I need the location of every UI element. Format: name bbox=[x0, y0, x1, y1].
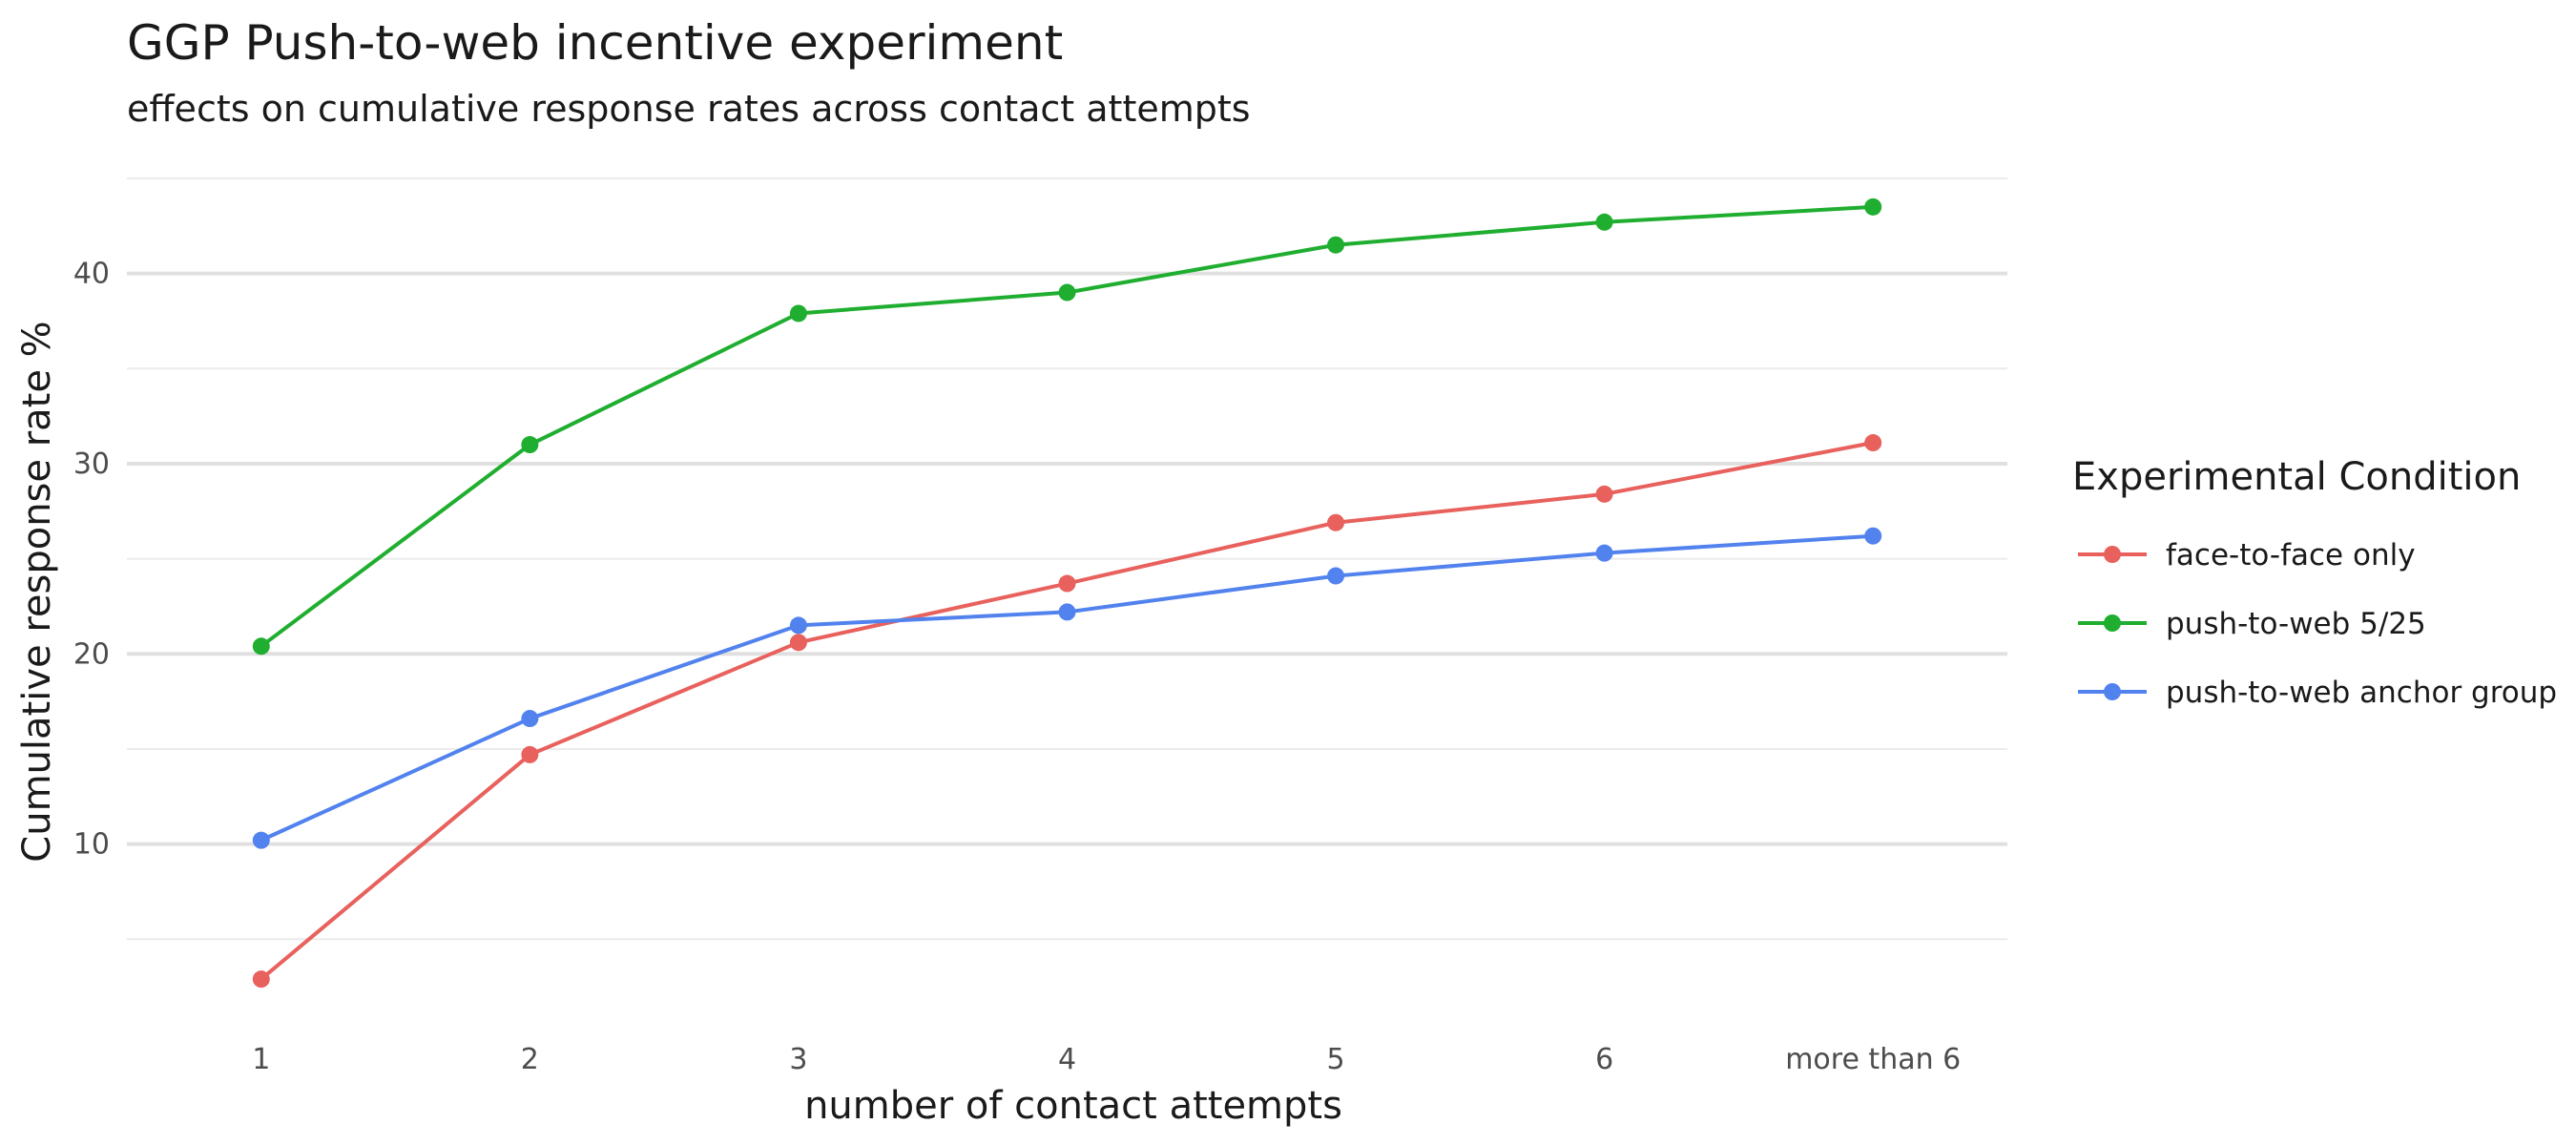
data-point bbox=[521, 710, 539, 728]
legend-items: face-to-face only push-to-web 5/25 push-to… bbox=[2078, 538, 2557, 710]
data-point bbox=[1864, 198, 1882, 216]
x-tick-label: 3 bbox=[789, 1043, 807, 1076]
legend-label: push-to-web anchor group bbox=[2166, 676, 2557, 710]
data-point bbox=[1327, 513, 1345, 531]
data-point bbox=[1058, 574, 1076, 593]
grid-lines bbox=[127, 177, 2007, 941]
series-lines bbox=[260, 204, 1874, 981]
x-tick-label: 1 bbox=[252, 1043, 270, 1076]
chart-subtitle: effects on cumulative response rates acr… bbox=[127, 88, 1251, 130]
y-tick-label: 20 bbox=[73, 637, 110, 671]
data-point bbox=[789, 616, 807, 635]
data-point bbox=[1595, 544, 1613, 562]
data-point bbox=[789, 634, 807, 652]
y-tick-label: 30 bbox=[73, 448, 110, 481]
y-tick-label: 10 bbox=[73, 828, 110, 862]
data-point bbox=[1595, 485, 1613, 503]
x-axis-ticks: 1 2 3 4 5 6 more than 6 bbox=[252, 1043, 1961, 1076]
legend-item: push-to-web anchor group bbox=[2078, 676, 2557, 710]
data-point bbox=[1058, 283, 1076, 302]
legend-key-point bbox=[2104, 614, 2121, 632]
data-point bbox=[252, 970, 270, 989]
x-tick-label: 2 bbox=[521, 1043, 539, 1076]
data-points bbox=[252, 198, 1882, 989]
data-point bbox=[252, 637, 270, 656]
y-axis-title: Cumulative response rate % bbox=[15, 321, 59, 862]
legend-key-point bbox=[2104, 683, 2121, 700]
y-tick-label: 40 bbox=[73, 258, 110, 291]
legend-item: push-to-web 5/25 bbox=[2078, 607, 2426, 641]
legend-title: Experimental Condition bbox=[2072, 455, 2521, 499]
data-point bbox=[1327, 236, 1345, 254]
x-tick-label: 6 bbox=[1595, 1043, 1613, 1076]
data-point bbox=[1864, 434, 1882, 452]
legend-item: face-to-face only bbox=[2078, 538, 2416, 572]
data-point bbox=[1595, 213, 1613, 231]
data-point bbox=[1864, 527, 1882, 545]
x-tick-label: 5 bbox=[1327, 1043, 1345, 1076]
legend-label: push-to-web 5/25 bbox=[2166, 607, 2426, 641]
x-tick-label: 4 bbox=[1058, 1043, 1076, 1076]
chart-title: GGP Push-to-web incentive experiment bbox=[127, 15, 1064, 71]
legend: Experimental Condition face-to-face only… bbox=[2072, 455, 2557, 710]
data-point bbox=[789, 304, 807, 323]
legend-label: face-to-face only bbox=[2166, 538, 2416, 572]
data-point bbox=[1058, 603, 1076, 621]
series-line bbox=[260, 441, 1874, 981]
data-point bbox=[252, 831, 270, 849]
y-axis-ticks: 10 20 30 40 bbox=[73, 258, 110, 862]
x-axis-title: number of contact attempts bbox=[804, 1084, 1342, 1128]
data-point bbox=[521, 436, 539, 454]
data-point bbox=[1327, 567, 1345, 585]
x-tick-label: more than 6 bbox=[1785, 1043, 1961, 1076]
legend-key-point bbox=[2104, 546, 2121, 563]
data-point bbox=[521, 745, 539, 763]
